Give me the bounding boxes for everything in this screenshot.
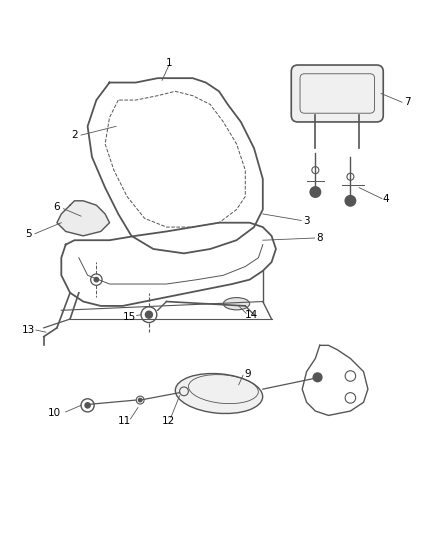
Text: 1: 1 xyxy=(165,58,172,68)
Circle shape xyxy=(145,311,152,318)
Text: 11: 11 xyxy=(118,416,131,426)
Polygon shape xyxy=(57,201,110,236)
Text: 14: 14 xyxy=(245,310,258,320)
Circle shape xyxy=(345,196,356,206)
Circle shape xyxy=(94,278,99,282)
Text: 2: 2 xyxy=(71,130,78,140)
Text: 4: 4 xyxy=(382,193,389,204)
Text: 13: 13 xyxy=(22,325,35,335)
Circle shape xyxy=(85,403,90,408)
Text: 8: 8 xyxy=(316,233,323,243)
Circle shape xyxy=(313,373,322,382)
Ellipse shape xyxy=(175,374,263,414)
Text: 12: 12 xyxy=(162,416,175,426)
Text: 7: 7 xyxy=(404,97,411,107)
Text: 3: 3 xyxy=(303,215,310,225)
Text: 5: 5 xyxy=(25,229,32,239)
Text: 15: 15 xyxy=(123,312,136,322)
Circle shape xyxy=(310,187,321,197)
Text: 9: 9 xyxy=(244,369,251,379)
Text: 6: 6 xyxy=(53,203,60,212)
Ellipse shape xyxy=(223,297,250,310)
Text: 10: 10 xyxy=(48,408,61,418)
Circle shape xyxy=(138,398,142,402)
FancyBboxPatch shape xyxy=(291,65,383,122)
